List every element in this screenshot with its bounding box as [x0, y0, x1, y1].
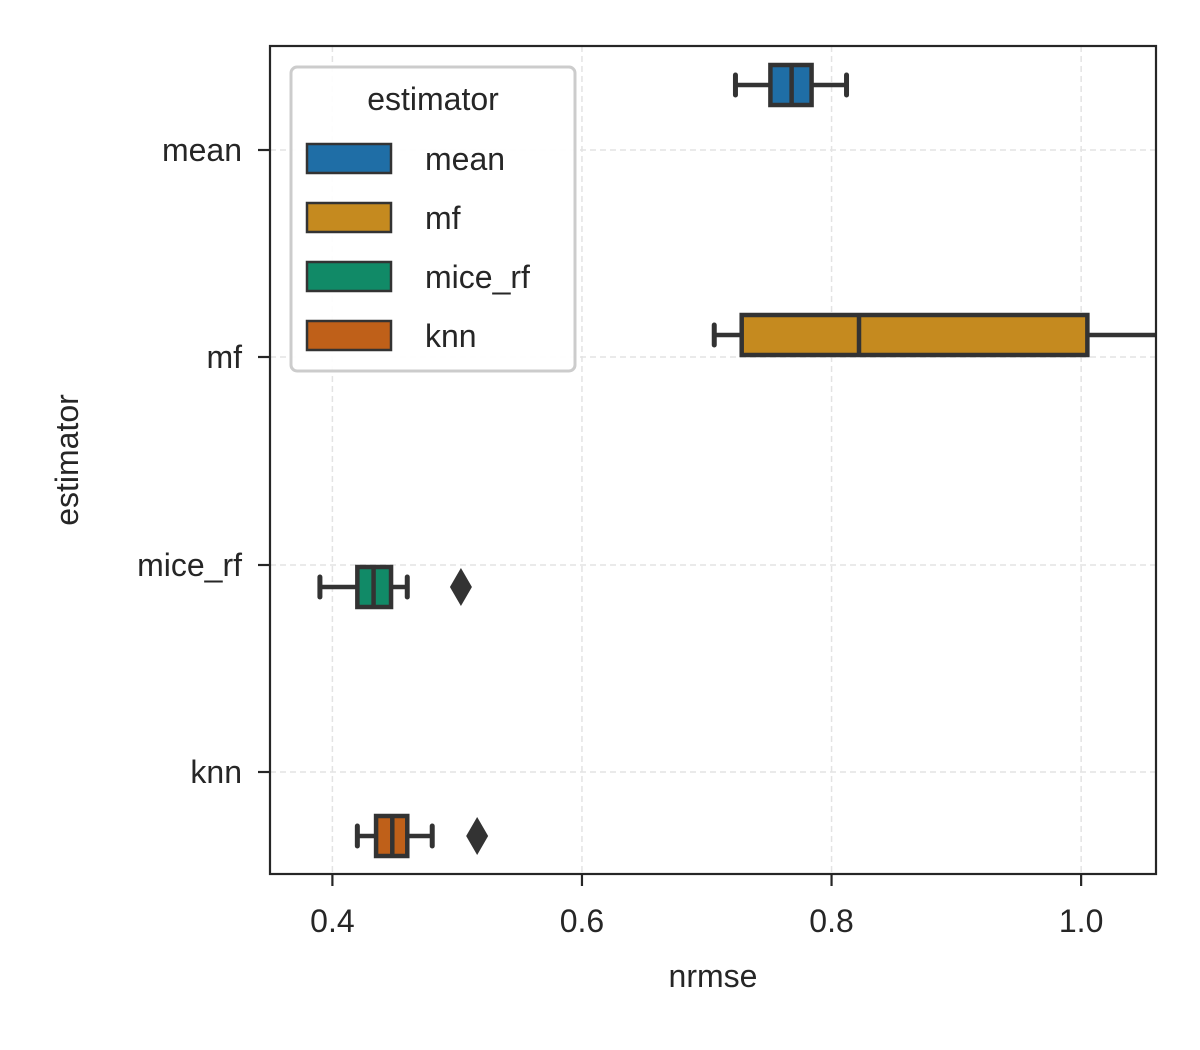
legend-label: mice_rf [425, 259, 530, 295]
legend-swatch [305, 201, 393, 234]
x-tick-label: 0.8 [809, 903, 853, 939]
box-mf [711, 312, 1156, 358]
box-iqr [739, 312, 1090, 358]
legend-swatch [305, 319, 393, 352]
legend-label: mean [425, 141, 505, 177]
legend-title: estimator [367, 81, 499, 117]
x-tick-label: 0.4 [310, 903, 354, 939]
y-tick-label: mice_rf [137, 547, 242, 583]
legend-label: knn [425, 318, 477, 354]
legend-item-knn: knn [305, 318, 477, 354]
box-layer [317, 62, 1156, 859]
grid-layer [270, 46, 1156, 874]
box-mean [732, 62, 850, 108]
x-tick-label: 1.0 [1059, 903, 1103, 939]
legend-label: mf [425, 200, 461, 236]
y-tick-label: mf [206, 339, 242, 375]
legend-item-mean: mean [305, 141, 505, 177]
box-knn [354, 813, 489, 859]
box-mice_rf [317, 564, 472, 610]
legend-item-mf: mf [305, 200, 461, 236]
y-tick-label: knn [190, 754, 242, 790]
outlier-point [449, 568, 472, 606]
legend-item-mice_rf: mice_rf [305, 259, 530, 295]
y-axis-label: estimator [49, 394, 85, 526]
legend-swatch [305, 142, 393, 175]
plot-frame [268, 44, 1158, 876]
x-axis-label: nrmse [669, 958, 758, 994]
x-tick-label: 0.6 [560, 903, 604, 939]
outlier-point [466, 817, 489, 855]
legend-swatch [305, 260, 393, 293]
y-tick-label: mean [162, 132, 242, 168]
